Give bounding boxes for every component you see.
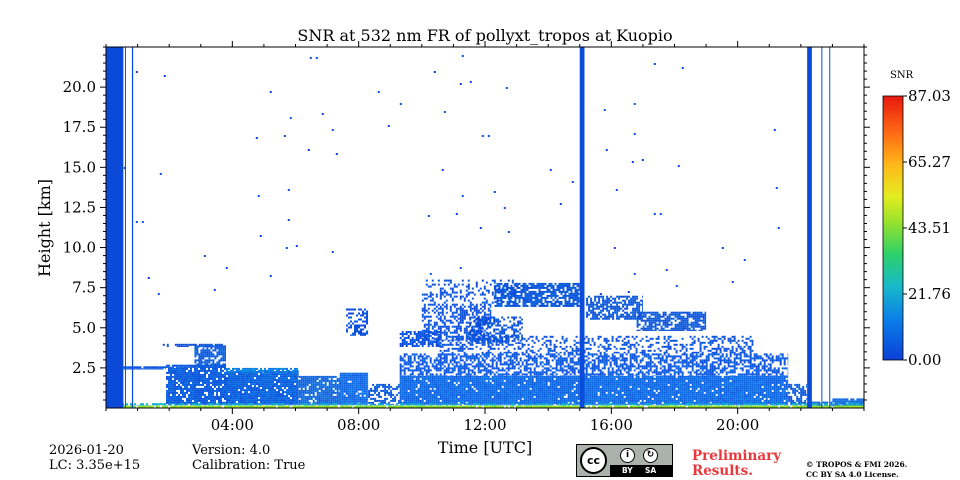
snr-region-19 bbox=[636, 311, 707, 331]
colorbar-tick-label: 87.03 bbox=[908, 87, 951, 105]
snr-region-0 bbox=[123, 366, 166, 370]
snr-region-9 bbox=[368, 383, 400, 405]
snr-region-10 bbox=[399, 375, 789, 405]
x-axis-label: Time [UTC] bbox=[438, 438, 532, 457]
copyright-line2: CC BY SA 4.0 License. bbox=[806, 470, 899, 479]
y-tick-label: 15.0 bbox=[63, 158, 96, 176]
snr-region-16 bbox=[469, 316, 523, 344]
y-tick-label: 20.0 bbox=[63, 78, 96, 96]
snr-region-21 bbox=[123, 55, 780, 295]
snr-column-2 bbox=[131, 47, 134, 408]
footer-calibration: Calibration: True bbox=[192, 458, 306, 473]
y-tick-label: 10.0 bbox=[63, 239, 96, 257]
snr-region-26 bbox=[106, 403, 864, 406]
x-tick-label: 20:00 bbox=[716, 416, 759, 434]
snr-region-2 bbox=[166, 367, 226, 405]
snr-region-18 bbox=[586, 295, 643, 320]
snr-region-6 bbox=[226, 367, 299, 373]
cc-icon: cc bbox=[580, 447, 607, 474]
footer-lc: LC: 3.35e+15 bbox=[49, 458, 141, 473]
colorbar-tick-label: 65.27 bbox=[908, 153, 951, 171]
preliminary-label-line2: Results. bbox=[692, 463, 753, 479]
copyright-line1: © TROPOS & FMI 2026. bbox=[806, 460, 908, 469]
colorbar bbox=[882, 95, 904, 361]
snr-column-4 bbox=[807, 47, 812, 408]
axes: 04:00 08:00 12:00 16:00 20:00 2.5 5.0 7.5 10.0 12… bbox=[63, 41, 870, 434]
chart-title: SNR at 532 nm FR of pollyxt_tropos at Ku… bbox=[297, 26, 672, 45]
colorbar-ticks: 0.00 21.76 43.51 65.27 87.03 bbox=[903, 87, 951, 369]
share-alike-icon: ↻ bbox=[643, 448, 658, 463]
cc-license-strip: BY SA bbox=[610, 465, 672, 476]
snr-region-22 bbox=[788, 383, 808, 405]
y-tick-label: 5.0 bbox=[72, 319, 96, 337]
colorbar-tick-label: 0.00 bbox=[908, 351, 941, 369]
snr-region-5 bbox=[226, 371, 299, 405]
x-tick-label: 16:00 bbox=[590, 416, 633, 434]
snr-region-20 bbox=[421, 279, 517, 304]
snr-region-13 bbox=[346, 308, 369, 336]
y-axis-label: Height [km] bbox=[35, 179, 54, 277]
y-tick-label: 2.5 bbox=[72, 359, 96, 377]
colorbar-label: SNR bbox=[890, 70, 914, 81]
cc-license-badge[interactable]: cc i ↻ BY SA bbox=[576, 444, 673, 477]
snr-column-1 bbox=[124, 47, 126, 408]
snr-region-8 bbox=[339, 372, 369, 405]
snr-region-3 bbox=[162, 343, 226, 347]
snr-column-5 bbox=[821, 47, 823, 408]
heatmap-plot-area bbox=[106, 47, 864, 408]
y-tick-label: 7.5 bbox=[72, 279, 96, 297]
snr-region-11 bbox=[399, 353, 789, 376]
snr-column-0 bbox=[106, 47, 124, 408]
attribution-icon: i bbox=[620, 448, 635, 463]
snr-column-6 bbox=[829, 47, 831, 408]
snr-column-3 bbox=[579, 47, 585, 408]
snr-region-12 bbox=[437, 335, 754, 354]
x-tick-label: 12:00 bbox=[463, 416, 506, 434]
colorbar-tick-label: 21.76 bbox=[908, 285, 951, 303]
snr-region-4 bbox=[194, 345, 226, 368]
footer-version: Version: 4.0 bbox=[192, 443, 271, 458]
x-tick-label: 04:00 bbox=[211, 416, 254, 434]
colorbar-tick-label: 43.51 bbox=[908, 219, 951, 237]
x-tick-label: 08:00 bbox=[337, 416, 380, 434]
cc-by-label: BY bbox=[622, 466, 633, 475]
y-tick-label: 12.5 bbox=[63, 198, 96, 216]
footer-date: 2026-01-20 bbox=[49, 443, 124, 458]
y-tick-label: 17.5 bbox=[63, 118, 96, 136]
snr-region-7 bbox=[298, 375, 340, 405]
preliminary-label-line1: Preliminary bbox=[692, 448, 782, 464]
cc-sa-label: SA bbox=[645, 466, 657, 475]
